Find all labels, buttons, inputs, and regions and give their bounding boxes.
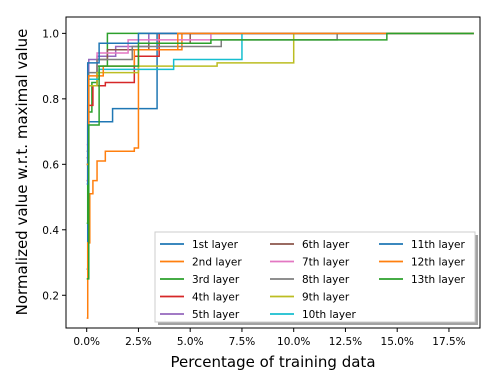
y-tick-label: 0.4 <box>42 225 59 237</box>
series-line-13 <box>86 32 474 280</box>
legend: 1st layer 2nd layer 3rd layer 4th layer 5th … <box>154 231 478 325</box>
plot-frame <box>65 16 481 329</box>
legend-label: 7th layer <box>302 257 350 269</box>
y-tick-label: 0.2 <box>42 290 59 302</box>
legend-label: 6th layer <box>302 239 350 251</box>
legend-label: 3rd layer <box>192 274 240 286</box>
series-line-12 <box>86 32 474 166</box>
legend-label: 8th layer <box>302 274 350 286</box>
series-line-4 <box>86 32 474 182</box>
x-tick-label: 5.0% <box>177 336 204 348</box>
y-tick-label: 1.0 <box>42 28 59 40</box>
series-line-10 <box>86 32 474 166</box>
legend-label: 2nd layer <box>192 257 242 269</box>
x-axis: 0.0% 2.5% 5.0% 7.5% 10.0% 12.5% 15.0% 17.5% <box>73 328 466 348</box>
plot-lines <box>86 32 474 319</box>
y-tick-label: 0.8 <box>42 94 59 106</box>
x-tick-label: 0.0% <box>73 336 100 348</box>
x-tick-label: 15.0% <box>381 336 414 348</box>
legend-label: 11th layer <box>411 239 465 251</box>
legend-label: 10th layer <box>302 309 356 321</box>
x-tick-label: 2.5% <box>125 336 152 348</box>
legend-label: 5th layer <box>192 309 240 321</box>
legend-label: 1st layer <box>192 239 239 251</box>
legend-label: 13th layer <box>411 274 465 286</box>
legend-label: 12th layer <box>411 257 465 269</box>
legend-box <box>154 231 476 323</box>
series-line-3 <box>86 32 474 224</box>
series-line-8 <box>86 32 474 152</box>
x-axis-label: Percentage of training data <box>170 353 375 371</box>
x-tick-label: 10.0% <box>277 336 310 348</box>
x-tick-label: 17.5% <box>432 336 465 348</box>
y-axis-label: Normalized value w.r.t. maximal value <box>13 29 31 316</box>
legend-label: 9th layer <box>302 292 350 304</box>
x-tick-label: 7.5% <box>229 336 256 348</box>
y-tick-label: 0.6 <box>42 159 59 171</box>
y-axis: 0.2 0.4 0.6 0.8 1.0 <box>42 28 66 302</box>
series-line-9 <box>86 32 474 166</box>
series-line-5 <box>86 32 474 166</box>
legend-label: 4th layer <box>192 292 240 304</box>
x-tick-label: 12.5% <box>329 336 362 348</box>
series-line-6 <box>86 32 474 159</box>
